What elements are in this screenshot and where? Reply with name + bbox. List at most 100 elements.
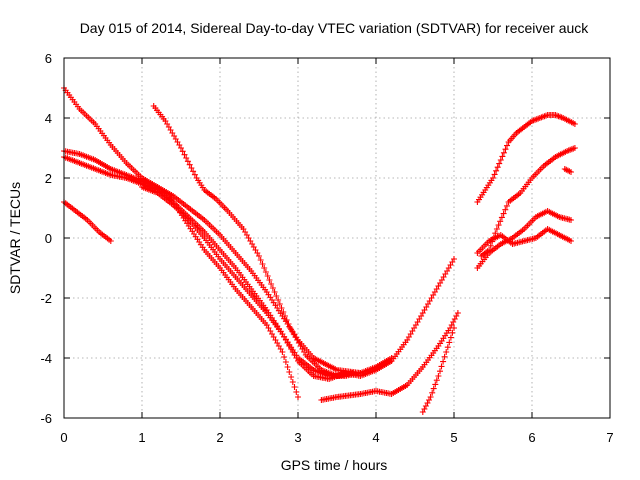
data-point bbox=[312, 357, 315, 359]
x-tick-label: 0 bbox=[60, 430, 67, 445]
data-point bbox=[488, 252, 490, 254]
data-point bbox=[476, 201, 479, 203]
data-point bbox=[164, 120, 167, 122]
data-point bbox=[203, 219, 206, 221]
data-point bbox=[359, 375, 362, 377]
data-point bbox=[219, 234, 221, 236]
series-sat-m bbox=[561, 166, 574, 175]
data-point bbox=[312, 375, 315, 377]
data-point bbox=[511, 237, 514, 239]
data-point bbox=[187, 207, 190, 209]
data-point bbox=[219, 267, 221, 269]
data-point bbox=[234, 276, 237, 278]
data-point bbox=[297, 360, 299, 362]
data-point bbox=[531, 177, 533, 179]
data-point bbox=[203, 237, 206, 239]
x-tick-label: 5 bbox=[450, 430, 457, 445]
data-point bbox=[281, 351, 284, 353]
data-point bbox=[250, 306, 253, 308]
data-point bbox=[492, 177, 494, 179]
data-point bbox=[203, 249, 206, 251]
series-sat-e bbox=[150, 103, 356, 379]
data-point bbox=[449, 327, 451, 329]
data-point bbox=[141, 186, 143, 188]
x-tick-label: 1 bbox=[138, 430, 145, 445]
y-tick-label: -4 bbox=[40, 351, 52, 366]
series-markers bbox=[474, 112, 578, 205]
data-point bbox=[375, 369, 377, 371]
data-point bbox=[320, 369, 323, 371]
data-point bbox=[511, 243, 514, 245]
data-point bbox=[94, 159, 97, 161]
data-point bbox=[109, 144, 112, 146]
series-sat-j bbox=[478, 145, 578, 259]
data-point bbox=[445, 351, 448, 353]
data-point bbox=[320, 399, 323, 401]
data-point bbox=[453, 327, 455, 329]
data-point bbox=[336, 396, 338, 398]
data-point bbox=[172, 195, 175, 197]
data-point bbox=[219, 249, 221, 251]
series-markers bbox=[561, 166, 574, 175]
y-tick-label: 0 bbox=[45, 231, 52, 246]
series-sat-h bbox=[419, 325, 457, 415]
data-point bbox=[437, 375, 440, 377]
series-sat-c bbox=[61, 154, 364, 379]
data-point bbox=[574, 147, 576, 149]
data-point bbox=[570, 171, 572, 173]
data-point bbox=[562, 117, 565, 119]
x-axis-label: GPS time / hours bbox=[281, 457, 388, 473]
data-point bbox=[312, 369, 315, 371]
data-point bbox=[570, 240, 572, 242]
data-point bbox=[78, 153, 81, 155]
data-point bbox=[94, 123, 97, 125]
data-point bbox=[250, 294, 253, 296]
data-point bbox=[406, 384, 409, 386]
data-point bbox=[546, 228, 549, 230]
data-point bbox=[523, 240, 526, 242]
data-point bbox=[437, 345, 440, 347]
plot-frame bbox=[63, 57, 611, 419]
data-point bbox=[234, 252, 237, 254]
data-point bbox=[250, 270, 253, 272]
data-point bbox=[421, 411, 424, 413]
data-point bbox=[273, 291, 276, 293]
data-point bbox=[203, 231, 206, 233]
data-point bbox=[519, 192, 522, 194]
data-point bbox=[523, 126, 526, 128]
data-point bbox=[336, 369, 338, 371]
data-point bbox=[480, 255, 483, 257]
data-point bbox=[437, 285, 440, 287]
data-series bbox=[61, 85, 578, 415]
data-point bbox=[242, 228, 245, 230]
x-tick-label: 2 bbox=[216, 430, 223, 445]
data-point bbox=[258, 255, 260, 257]
data-point bbox=[234, 267, 237, 269]
data-point bbox=[343, 372, 346, 374]
data-point bbox=[566, 150, 568, 152]
data-point bbox=[499, 243, 502, 245]
x-tick-label: 7 bbox=[606, 430, 613, 445]
data-point bbox=[554, 114, 557, 116]
data-point bbox=[476, 252, 479, 254]
data-point bbox=[109, 168, 112, 170]
data-point bbox=[195, 177, 198, 179]
data-point bbox=[421, 366, 424, 368]
data-point bbox=[94, 168, 97, 170]
axis-ticks: 0 1 2 3 4 5 6 7 -6 -4 -2 0 2 4 6 bbox=[40, 51, 613, 445]
data-point bbox=[406, 339, 409, 341]
data-point bbox=[187, 219, 190, 221]
data-point bbox=[226, 210, 229, 212]
data-point bbox=[390, 393, 393, 395]
data-point bbox=[78, 108, 81, 110]
data-point bbox=[507, 141, 510, 143]
data-point bbox=[558, 216, 561, 218]
data-point bbox=[215, 198, 218, 200]
data-point bbox=[484, 189, 487, 191]
series-sat-l bbox=[474, 226, 574, 256]
series-sat-i bbox=[474, 112, 578, 205]
data-point bbox=[265, 291, 268, 293]
data-point bbox=[86, 219, 89, 221]
data-point bbox=[203, 189, 206, 191]
